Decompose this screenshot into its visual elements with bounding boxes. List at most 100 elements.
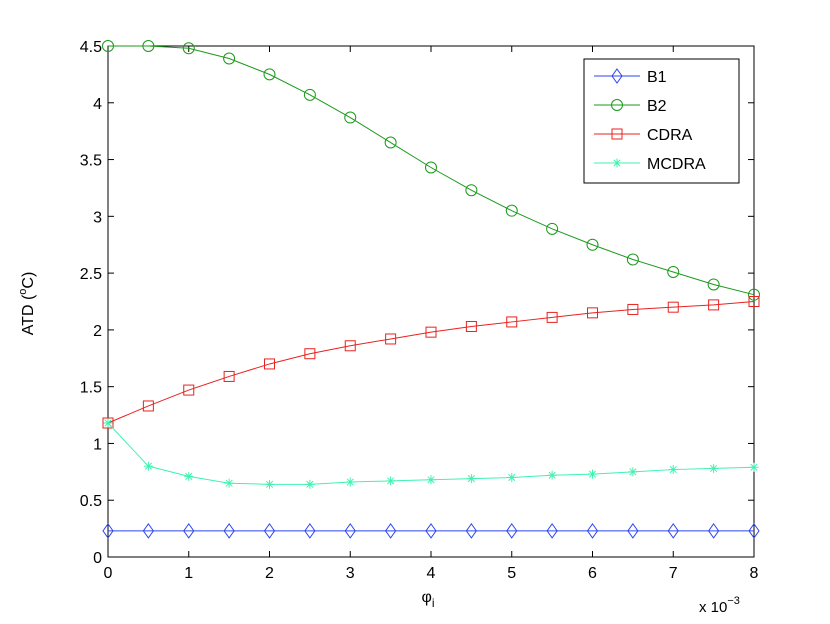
data-point — [184, 471, 194, 481]
x-tick-label: 2 — [265, 565, 274, 582]
legend-item-cdra: CDRA — [594, 127, 693, 144]
legend-box — [583, 58, 740, 184]
data-point — [627, 523, 639, 539]
data-point — [183, 384, 195, 396]
x-tick-label: 0 — [104, 565, 113, 582]
data-point — [142, 400, 154, 412]
data-point — [749, 462, 759, 472]
data-point — [588, 469, 597, 479]
data-point — [385, 333, 397, 345]
y-tick-label: 0.5 — [80, 493, 102, 510]
series-line — [107, 301, 755, 424]
y-tick-label: 1 — [93, 436, 102, 453]
x-tick-label: 6 — [588, 565, 597, 582]
data-point — [748, 296, 760, 307]
data-point — [667, 523, 679, 539]
legend-label: B2 — [647, 98, 667, 115]
data-point — [265, 479, 274, 489]
legend-label: MCDRA — [647, 156, 706, 173]
series-b2 — [102, 40, 760, 301]
data-point — [183, 523, 195, 539]
data-point — [102, 40, 114, 52]
data-point — [668, 465, 678, 475]
data-point — [587, 307, 598, 319]
data-point — [103, 418, 113, 428]
data-point — [626, 253, 639, 266]
data-point — [263, 68, 276, 81]
legend-item-b1: B1 — [594, 68, 667, 86]
data-point — [264, 358, 275, 370]
legend-item-mcdra: MCDRA — [594, 156, 706, 173]
data-point — [748, 288, 760, 301]
data-point — [304, 523, 316, 539]
data-point — [586, 238, 599, 251]
series-mcdra — [103, 418, 759, 489]
data-point — [667, 301, 679, 313]
y-tick-label: 1.5 — [80, 380, 102, 397]
axis-ticks: 0 1 2 3 4 5 6 7 8 0 0.5 1 1.5 2 2.5 3 3.5 4 4.5 — [80, 39, 759, 582]
y-tick-label: 2 — [93, 323, 102, 340]
data-point — [223, 523, 235, 539]
data-point — [304, 348, 316, 360]
data-point — [586, 523, 599, 539]
data-point — [611, 99, 623, 111]
x-tick-label: 7 — [669, 565, 678, 582]
y-tick-label: 0 — [93, 550, 102, 567]
x-tick-label: 5 — [507, 565, 516, 582]
series-cdra — [102, 296, 760, 429]
data-point — [546, 523, 558, 539]
data-point — [224, 478, 234, 488]
data-point — [466, 474, 476, 484]
data-point — [305, 479, 315, 489]
data-point — [344, 111, 357, 124]
data-point — [465, 523, 477, 539]
data-point — [386, 476, 396, 486]
data-point — [612, 158, 622, 168]
data-point — [465, 184, 478, 197]
x-axis-multiplier: x 10−3 — [699, 595, 740, 616]
x-tick-label: 1 — [184, 565, 193, 582]
data-point — [507, 473, 517, 483]
data-point — [611, 128, 623, 140]
legend-label: B1 — [647, 69, 667, 86]
data-point — [628, 467, 638, 477]
data-point — [263, 523, 276, 539]
data-point — [506, 316, 518, 328]
data-point — [102, 523, 114, 539]
data-point — [627, 303, 639, 315]
y-tick-label: 4.5 — [80, 39, 102, 56]
data-point — [345, 477, 355, 487]
data-point — [142, 40, 155, 52]
y-axis-label: ATD (oC) — [17, 272, 37, 336]
data-point — [611, 68, 623, 84]
data-point — [707, 278, 720, 291]
data-point — [425, 161, 437, 174]
data-point — [142, 523, 154, 539]
data-point — [384, 136, 397, 149]
data-point — [506, 523, 518, 539]
data-point — [708, 299, 720, 311]
x-axis-label: φi — [421, 589, 434, 610]
legend-label: CDRA — [647, 127, 693, 144]
x-tick-label: 4 — [427, 565, 436, 582]
data-point — [547, 470, 557, 480]
y-tick-label: 2.5 — [80, 266, 102, 283]
data-point — [748, 523, 760, 539]
y-tick-label: 3 — [93, 209, 102, 226]
data-point — [344, 523, 356, 539]
series-b1 — [102, 523, 760, 539]
data-point — [426, 475, 436, 485]
x-tick-label: 3 — [346, 565, 355, 582]
data-point — [425, 523, 437, 539]
data-point — [546, 222, 559, 235]
y-tick-label: 3.5 — [80, 153, 102, 170]
data-point — [182, 42, 195, 55]
x-tick-label: 8 — [750, 565, 759, 582]
data-point — [223, 370, 235, 382]
data-point — [505, 204, 518, 217]
data-point — [223, 52, 236, 65]
data-point — [143, 461, 153, 471]
data-point — [303, 88, 316, 101]
data-point — [465, 320, 477, 332]
